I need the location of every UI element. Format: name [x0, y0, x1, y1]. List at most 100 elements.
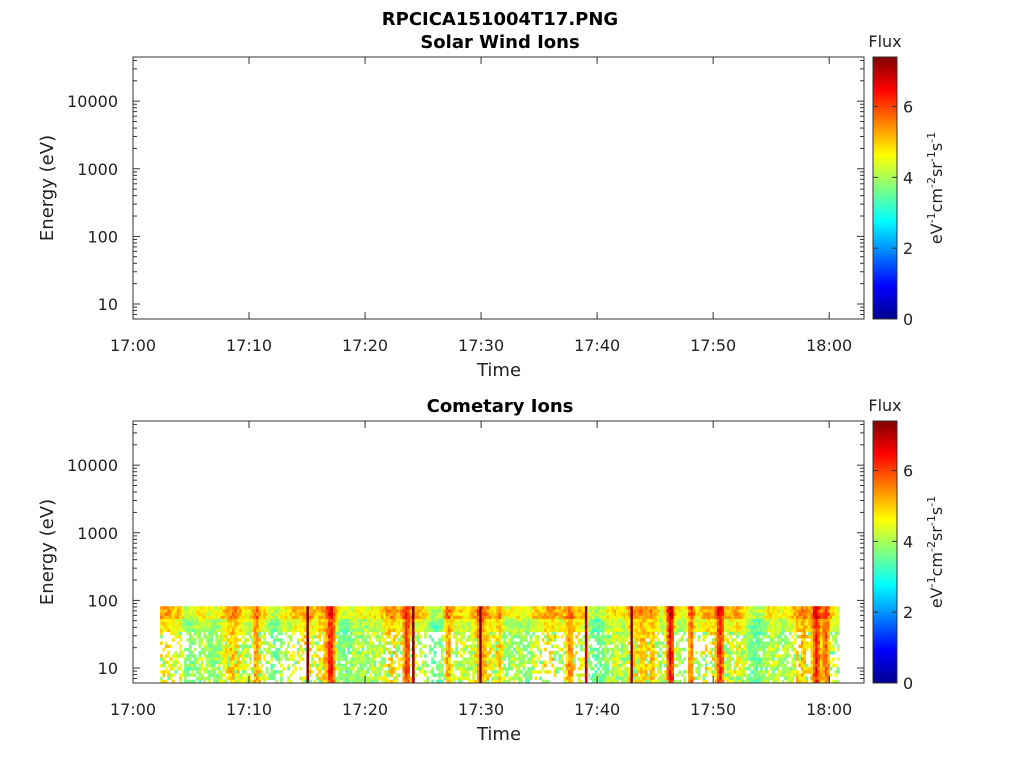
spectrogram-cell: [491, 635, 494, 639]
spectrogram-cell: [570, 615, 574, 620]
spectrogram-cell: [755, 628, 758, 633]
spectrogram-cell: [721, 638, 725, 642]
spectrogram-cell: [265, 619, 269, 623]
spectrogram-cell: [452, 651, 456, 655]
spectrogram-cell: [325, 667, 329, 671]
spectrogram-cell: [448, 657, 451, 661]
spectrogram-cell: [352, 625, 355, 629]
spectrogram-cell: [493, 631, 497, 636]
spectrogram-cell: [527, 628, 530, 633]
spectrogram-cell: [328, 606, 331, 610]
spectrogram-cell: [637, 644, 641, 649]
spectrogram-cell: [337, 641, 341, 645]
spectrogram-cell: [428, 644, 432, 649]
spectrogram-cell: [294, 606, 298, 610]
spectrogram-cell: [580, 622, 583, 626]
spectrogram-cell: [330, 673, 334, 677]
spectrogram-cell: [232, 663, 235, 668]
spectrogram-cell: [407, 644, 410, 649]
spectrogram-cell: [464, 660, 468, 665]
spectrogram-cell: [620, 606, 624, 610]
spectrogram-cell: [431, 667, 434, 671]
spectrogram-cell: [563, 606, 566, 610]
spectrogram-cell: [695, 670, 698, 674]
spectrogram-cell: [623, 631, 626, 636]
spectrogram-cell: [659, 622, 662, 626]
spectrogram-cell: [306, 625, 310, 629]
spectrogram-cell: [716, 654, 720, 658]
spectrogram-cell: [637, 647, 641, 652]
spectrogram-cell: [553, 606, 557, 610]
spectrogram-cell: [292, 628, 295, 633]
spectrogram-cell: [440, 606, 444, 610]
spectrogram-cell: [344, 641, 348, 645]
spectrogram-cell: [318, 657, 322, 661]
spectrogram-cell: [282, 609, 286, 613]
spectrogram-cell: [232, 641, 235, 645]
spectrogram-cell: [188, 641, 192, 645]
spectrogram-cell: [232, 644, 235, 649]
spectrogram-cell: [702, 612, 706, 617]
spectrogram-cell: [472, 670, 475, 674]
spectrogram-cell: [234, 679, 238, 683]
spectrogram-cell: [409, 612, 413, 617]
spectrogram-cell: [517, 615, 521, 620]
spectrogram-cell: [304, 606, 307, 610]
spectrogram-cell: [371, 612, 374, 617]
spectrogram-cell: [472, 615, 475, 620]
spectrogram-cell: [277, 647, 281, 652]
spectrogram-cell: [347, 644, 350, 649]
spectrogram-cell: [265, 622, 269, 626]
spectrogram-cell: [534, 660, 538, 665]
spectrogram-cell: [733, 679, 737, 683]
spectrogram-cell: [258, 657, 262, 661]
spectrogram-cell: [500, 670, 504, 674]
spectrogram-cell: [234, 631, 238, 636]
spectrogram-cell: [599, 625, 602, 629]
spectrogram-cell: [512, 660, 516, 665]
spectrogram-cell: [282, 641, 286, 645]
spectrogram-cell: [246, 609, 250, 613]
spectrogram-cell: [184, 615, 187, 620]
spectrogram-cell: [731, 609, 734, 613]
spectrogram-cell: [383, 619, 386, 623]
spectrogram-cell: [755, 676, 758, 681]
spectrogram-cell: [618, 663, 622, 668]
spectrogram-cell: [212, 657, 216, 661]
spectrogram-cell: [544, 609, 547, 613]
spectrogram-cell: [448, 663, 451, 668]
spectrogram-cell: [740, 612, 744, 617]
spectrogram-cell: [397, 663, 401, 668]
spectrogram-cell: [169, 625, 173, 629]
spectrogram-cell: [635, 622, 638, 626]
spectrogram-cell: [467, 644, 470, 649]
spectrogram-cell: [632, 670, 636, 674]
spectrogram-cell: [210, 625, 214, 629]
spectrogram-cell: [265, 628, 269, 633]
spectrogram-cell: [714, 609, 718, 613]
spectrogram-cell: [664, 635, 667, 639]
spectrogram-cell: [328, 631, 331, 636]
spectrogram-cell: [188, 667, 192, 671]
spectrogram-cell: [618, 628, 622, 633]
spectrogram-cell: [752, 676, 756, 681]
spectrogram-cell: [167, 663, 170, 668]
spectrogram-cell: [167, 660, 170, 665]
spectrogram-cell: [503, 606, 506, 610]
spectrogram-cell: [522, 663, 526, 668]
spectrogram-cell: [721, 622, 725, 626]
spectrogram-cell: [404, 663, 408, 668]
spectrogram-cell: [688, 667, 691, 671]
spectrogram-cell: [318, 644, 322, 649]
spectrogram-cell: [431, 670, 434, 674]
spectrogram-cell: [368, 679, 372, 683]
spectrogram-cell: [498, 609, 502, 613]
spectrogram-cell: [378, 670, 382, 674]
spectrogram-cell: [443, 615, 446, 620]
spectrogram-cell: [529, 667, 533, 671]
spectrogram-cell: [172, 625, 175, 629]
spectrogram-cell: [392, 628, 396, 633]
spectrogram-cell: [208, 628, 211, 633]
spectrogram-cell: [486, 644, 490, 649]
spectrogram-cell: [402, 619, 406, 623]
